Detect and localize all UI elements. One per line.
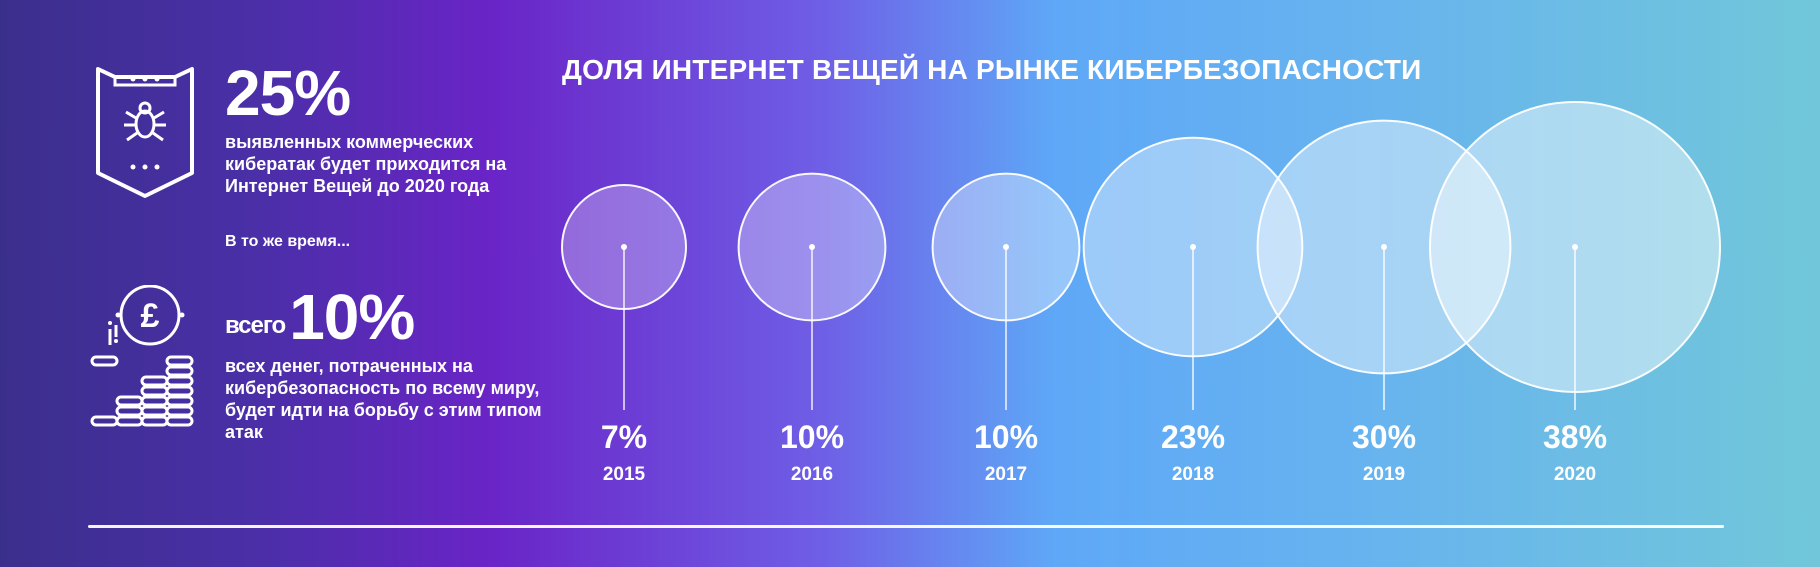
svg-text:£: £ xyxy=(141,297,160,335)
shield-bug-icon xyxy=(90,61,200,201)
value-label-2015: 7% xyxy=(601,419,647,455)
category-label-2015: 2015 xyxy=(603,464,646,485)
value-label-2017: 10% xyxy=(974,419,1038,455)
pound-coins-icon: £ xyxy=(90,285,202,427)
bottom-divider xyxy=(88,525,1724,528)
stat1-description: выявленных коммерческих кибератак будет … xyxy=(225,132,507,196)
category-label-2017: 2017 xyxy=(985,464,1027,485)
stat2-description: всех денег, потраченных на кибербезопасн… xyxy=(225,356,542,442)
stat-25-block: 25% выявленных коммерческих кибератак бу… xyxy=(225,61,555,197)
category-label-2019: 2019 xyxy=(1363,464,1405,485)
category-label-2018: 2018 xyxy=(1172,464,1214,485)
stat-10-block: всего10% всех денег, потраченных на кибе… xyxy=(225,285,555,443)
value-label-2018: 23% xyxy=(1161,419,1225,455)
value-label-2019: 30% xyxy=(1352,419,1416,455)
chart-title: ДОЛЯ ИНТЕРНЕТ ВЕЩЕЙ НА РЫНКЕ КИБЕРБЕЗОПА… xyxy=(562,54,1422,85)
value-label-2020: 38% xyxy=(1543,419,1607,455)
stat2-value: 10% xyxy=(289,281,415,353)
category-label-2016: 2016 xyxy=(791,464,833,485)
stat2-value-line: всего10% xyxy=(225,285,555,349)
stat2-prefix: всего xyxy=(225,312,286,339)
stat1-value: 25% xyxy=(225,57,351,129)
value-label-2016: 10% xyxy=(780,419,844,455)
left-info-panel: 25% выявленных коммерческих кибератак бу… xyxy=(90,55,590,475)
meanwhile-text: В то же время... xyxy=(225,233,351,250)
category-label-2020: 2020 xyxy=(1554,464,1596,485)
